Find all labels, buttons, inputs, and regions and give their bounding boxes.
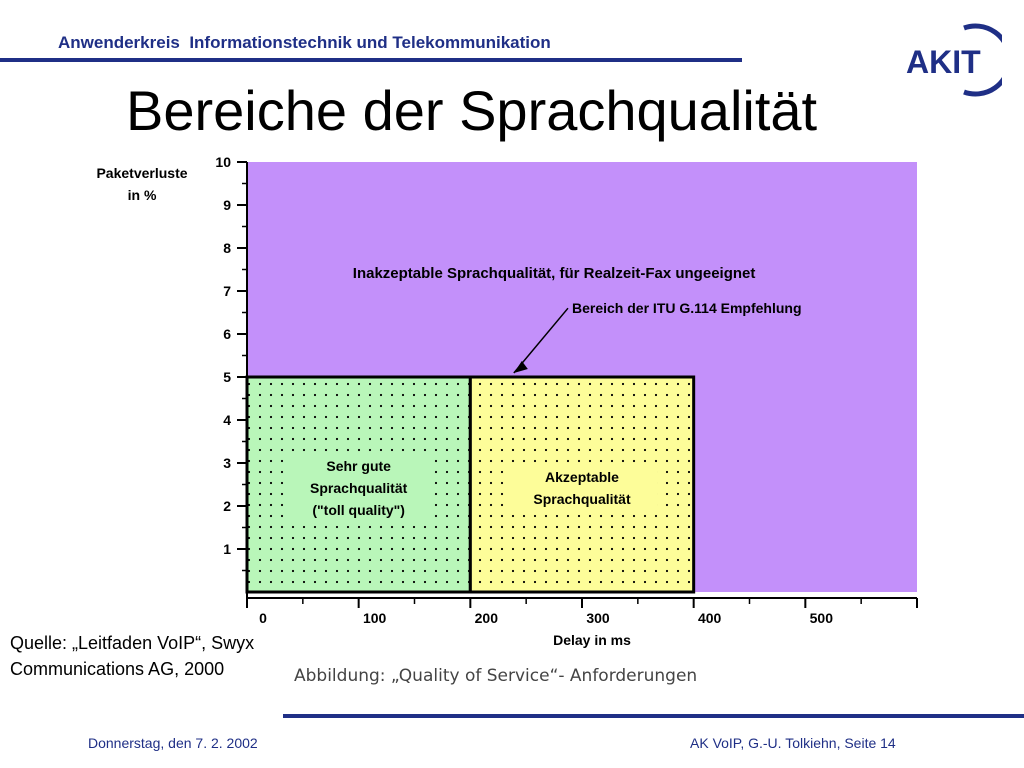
region-label-line: Akzeptable: [545, 469, 619, 485]
x-tick-label: 100: [363, 610, 387, 626]
header-divider: [0, 58, 742, 62]
region-2-border: [468, 375, 696, 594]
logo-text: AKIT: [906, 44, 981, 80]
x-axis-label: Delay in ms: [553, 632, 631, 648]
y-axis-label: in %: [128, 187, 157, 203]
annotation-label: Bereich der ITU G.114 Empfehlung: [572, 300, 802, 316]
footer-date: Donnerstag, den 7. 2. 2002: [88, 735, 258, 751]
slide-title: Bereiche der Sprachqualität: [126, 79, 818, 142]
annotation-arrow-head: [513, 361, 528, 373]
quality-region-chart: Inakzeptable Sprachqualität, für Realzei…: [96, 154, 918, 648]
source-note: Quelle: „Leitfaden VoIP“, Swyx Communica…: [10, 633, 255, 679]
region-label-line: Sprachqualität: [533, 491, 631, 507]
y-tick-label: 8: [223, 240, 231, 256]
annotation-arrow-line: [513, 307, 569, 374]
x-tick-label: 0: [259, 610, 267, 626]
region-label-line: Sprachqualität: [310, 480, 408, 496]
region-label-unacceptable: Inakzeptable Sprachqualität, für Realzei…: [353, 265, 756, 282]
region-label-line: Sehr gute: [326, 458, 391, 474]
y-tick-label: 10: [215, 154, 231, 170]
region-label-bg-1: [283, 451, 434, 526]
x-tick-label: 300: [586, 610, 610, 626]
footer-divider: [283, 714, 1024, 718]
x-tick-label: 400: [698, 610, 722, 626]
y-tick-label: 1: [223, 541, 231, 557]
x-tick-label: 200: [475, 610, 499, 626]
figure-caption: Abbildung: „Quality of Service“- Anforde…: [294, 666, 698, 686]
y-tick-label: 6: [223, 326, 231, 342]
y-tick-label: 7: [223, 283, 231, 299]
y-tick-label: 9: [223, 197, 231, 213]
org-name: Anwenderkreis Informationstechnik und Te…: [58, 33, 551, 52]
y-tick-label: 2: [223, 498, 231, 514]
akit-logo: AKIT: [906, 23, 1002, 97]
y-axis-label: Paketverluste: [96, 165, 187, 181]
footer-page-info: AK VoIP, G.-U. Tolkiehn, Seite 14: [690, 735, 896, 751]
x-tick-label: 500: [810, 610, 834, 626]
y-tick-label: 5: [223, 369, 231, 385]
region-label-bg-2: [507, 462, 657, 515]
y-tick-label: 4: [223, 412, 231, 428]
region-label-line: ("toll quality"): [312, 502, 405, 518]
y-tick-label: 3: [223, 455, 231, 471]
